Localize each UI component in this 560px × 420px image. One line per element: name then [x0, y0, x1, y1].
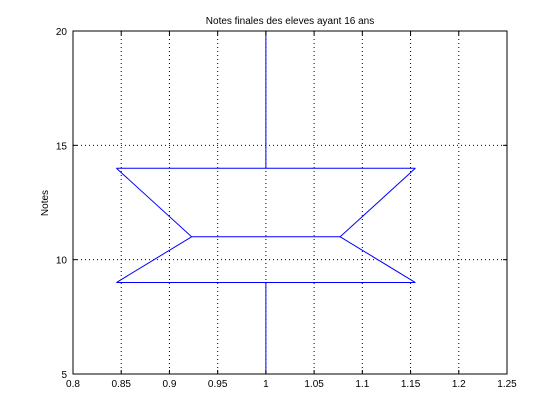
- y-tick-label: 20: [56, 27, 68, 38]
- x-tick-label: 1.05: [304, 379, 324, 390]
- axis-ticks: 0.8 0.85 0.9 0.95 1 1.05 1.1 1.15 1.2 1.25 5 10 15 20: [56, 27, 517, 390]
- y-tick-label: 5: [61, 370, 67, 381]
- data-series: [116, 31, 416, 374]
- x-tick-label: 1.1: [355, 379, 369, 390]
- plot-frame: [72, 30, 508, 375]
- x-tick-label: 1: [263, 379, 269, 390]
- series-line: [116, 167, 193, 283]
- x-tick-label: 1.2: [452, 379, 466, 390]
- x-tick-label: 0.85: [111, 379, 131, 390]
- y-axis-label: Notes: [40, 190, 51, 216]
- plot-area: [73, 31, 507, 374]
- grid-lines: [73, 31, 507, 374]
- series-line: [339, 167, 416, 283]
- x-tick-label: 0.9: [162, 379, 176, 390]
- y-tick-label: 10: [56, 256, 68, 267]
- y-tick-label: 15: [56, 141, 68, 152]
- x-tick-label: 0.8: [66, 379, 80, 390]
- x-tick-label: 1.15: [401, 379, 421, 390]
- x-tick-label: 1.25: [497, 379, 517, 390]
- x-tick-label: 0.95: [208, 379, 228, 390]
- chart-title: Notes finales des eleves ayant 16 ans: [206, 16, 374, 27]
